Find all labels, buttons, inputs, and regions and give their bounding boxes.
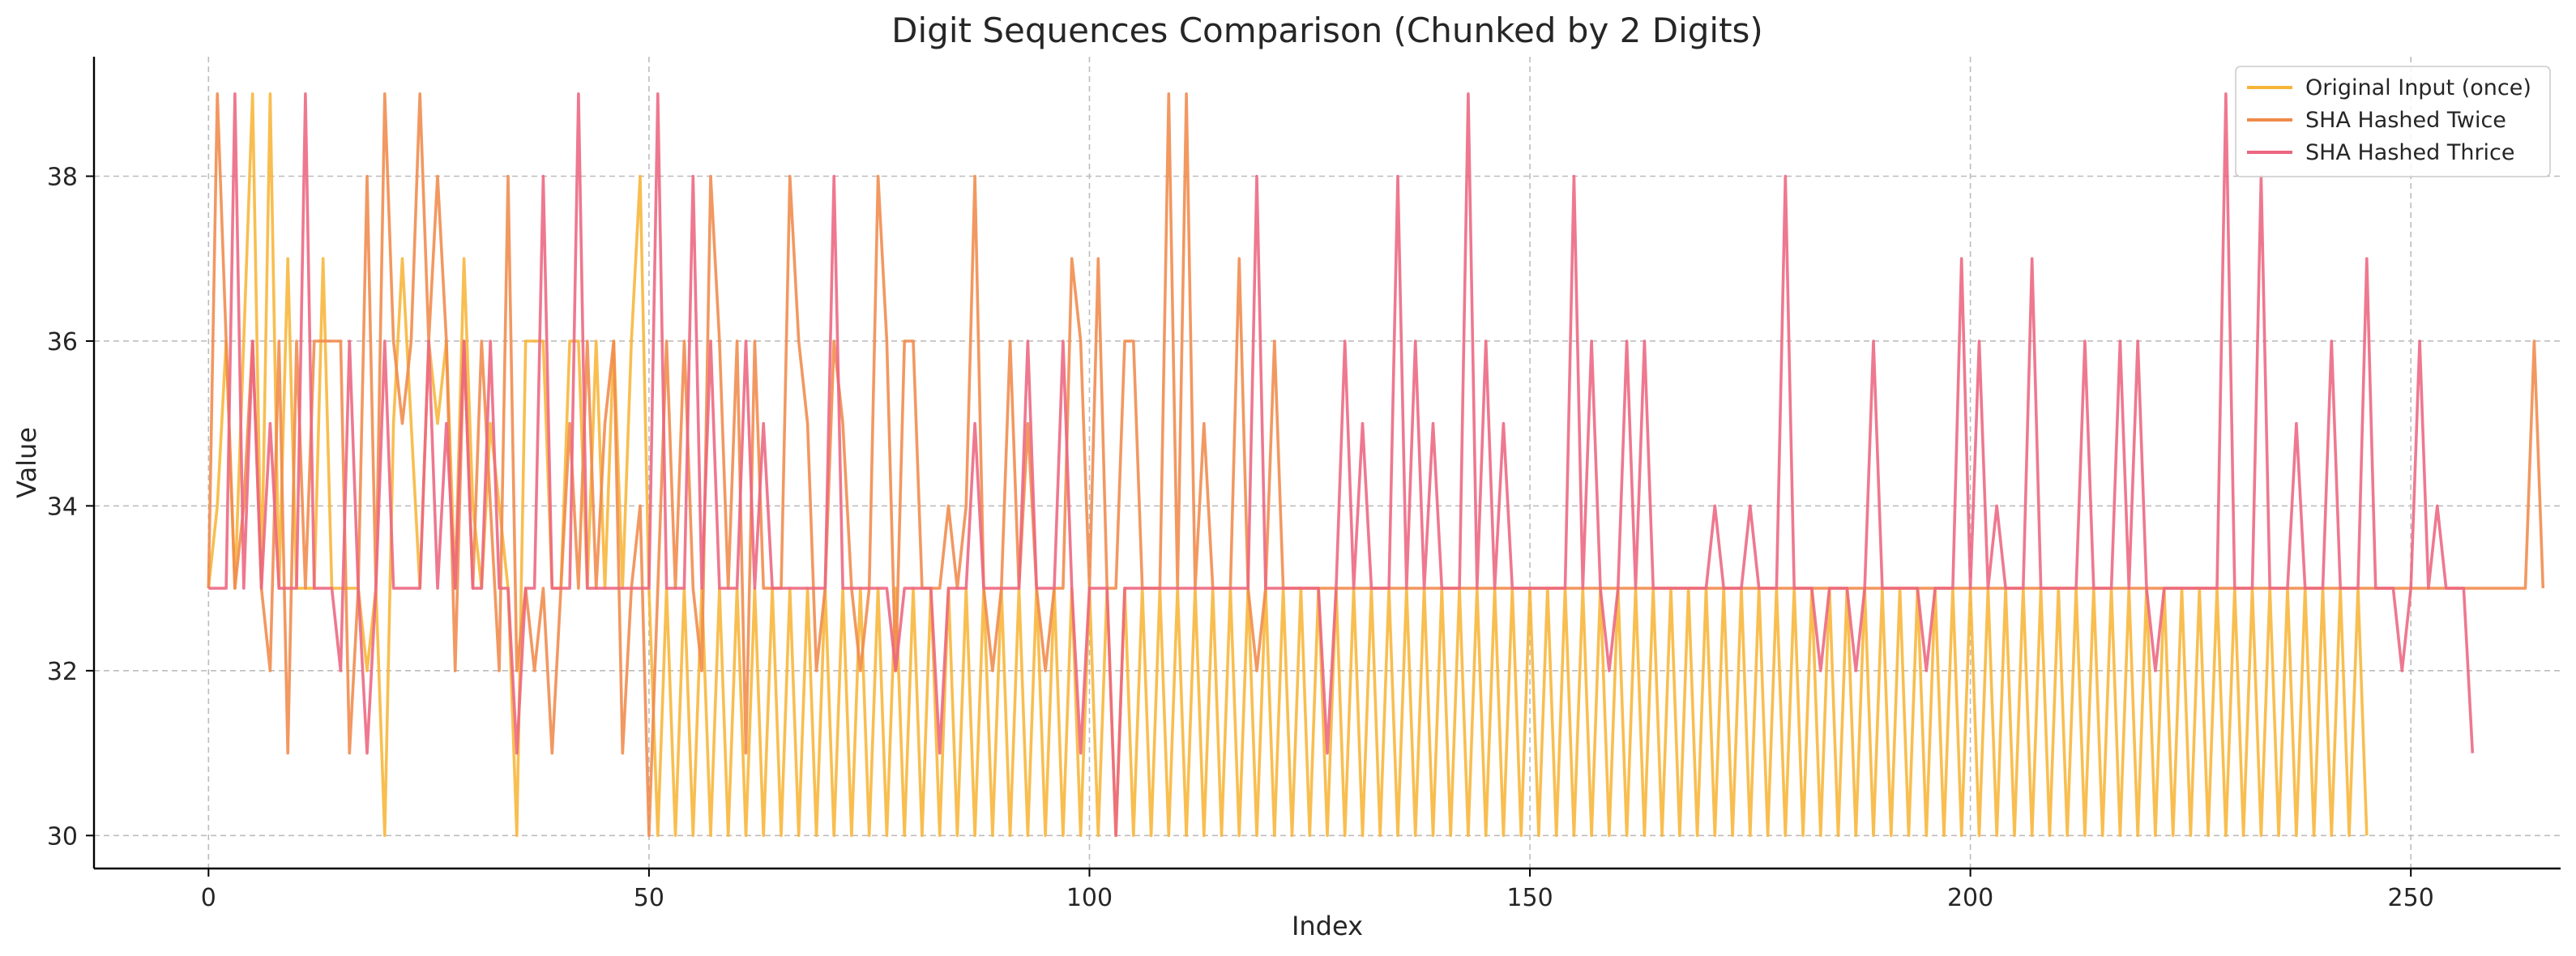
y-tick-label: 32 (47, 658, 78, 686)
chart-title: Digit Sequences Comparison (Chunked by 2… (891, 11, 1763, 50)
x-tick-label: 150 (1506, 884, 1553, 912)
x-tick-label: 0 (201, 884, 216, 912)
legend-label-2: SHA Hashed Twice (2305, 108, 2506, 133)
x-tick-label: 200 (1947, 884, 1993, 912)
series-line-3 (208, 92, 2475, 838)
x-tick-label: 100 (1066, 884, 1113, 912)
x-axis-label: Index (1292, 911, 1363, 941)
series-line-1 (207, 92, 2369, 838)
y-tick-label: 38 (47, 164, 78, 192)
x-tick-label: 50 (634, 884, 664, 912)
x-tick-label: 250 (2388, 884, 2434, 912)
y-tick-label: 36 (47, 328, 78, 356)
legend-label-3: SHA Hashed Thrice (2305, 140, 2515, 165)
series-lines (207, 92, 2545, 838)
legend-box (2235, 66, 2551, 177)
tick-labels: 0 50 100 150 200 250 30 32 34 36 38 (47, 164, 2434, 912)
y-tick-label: 30 (47, 822, 78, 851)
legend: Original Input (once) SHA Hashed Twice SHA… (2235, 66, 2551, 177)
legend-label-1: Original Input (once) (2305, 75, 2531, 100)
axes (92, 57, 2561, 870)
y-axis-label: Value (11, 427, 42, 498)
y-tick-label: 34 (47, 493, 78, 521)
